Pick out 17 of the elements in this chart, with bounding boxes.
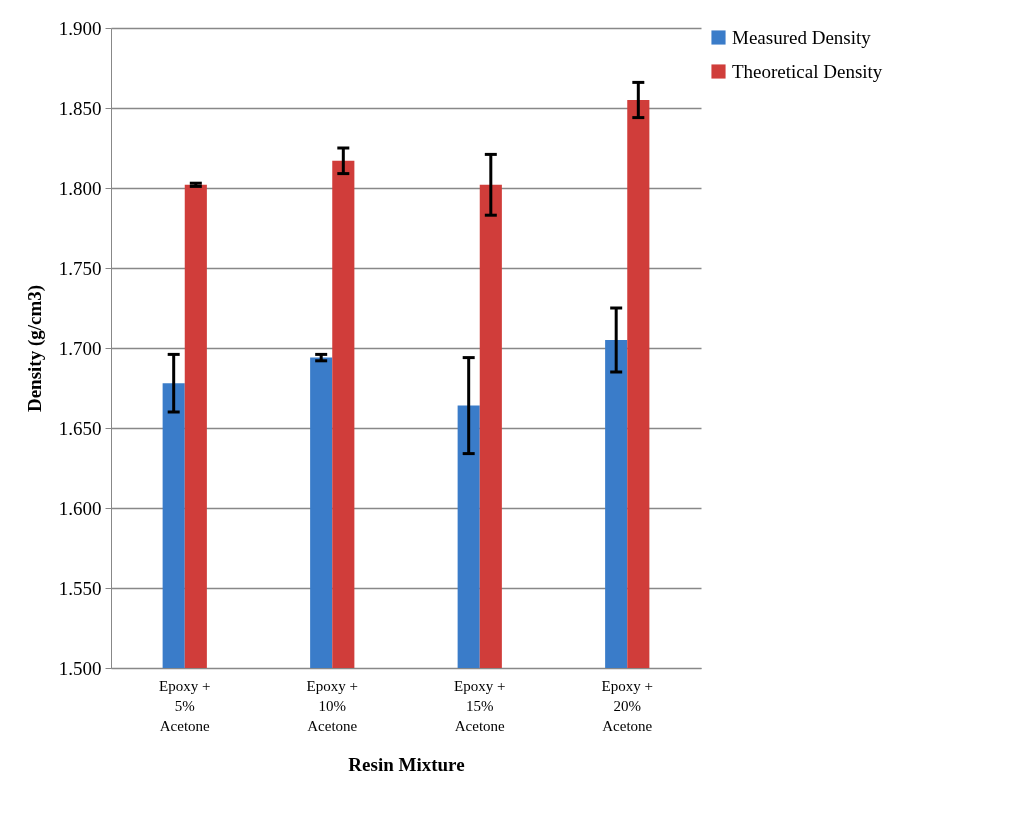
y-tick-label: 1.550 <box>58 577 102 599</box>
y-tick-label: 1.850 <box>58 97 102 119</box>
x-tick-label: Epoxy + 20% Acetone <box>601 677 653 734</box>
y-tick-label: 1.750 <box>58 257 102 279</box>
y-axis-title: Density (g/cm3) <box>23 284 46 413</box>
x-tick-label: Epoxy + 15% Acetone <box>454 677 506 734</box>
x-tick-label: Epoxy + 5% Acetone <box>159 677 211 734</box>
y-tick-label: 1.500 <box>58 657 102 679</box>
x-tick-label: Epoxy + 10% Acetone <box>306 677 358 734</box>
y-tick-label: 1.600 <box>58 497 102 519</box>
legend-label: Measured Density <box>732 26 872 48</box>
y-tick-label: 1.900 <box>58 17 102 39</box>
y-tick-label: 1.800 <box>58 177 102 199</box>
y-tick-label: 1.650 <box>58 417 102 439</box>
legend-label: Theoretical Density <box>732 60 883 82</box>
x-axis-title: Resin Mixture <box>348 753 465 775</box>
y-tick-label: 1.700 <box>58 337 102 359</box>
